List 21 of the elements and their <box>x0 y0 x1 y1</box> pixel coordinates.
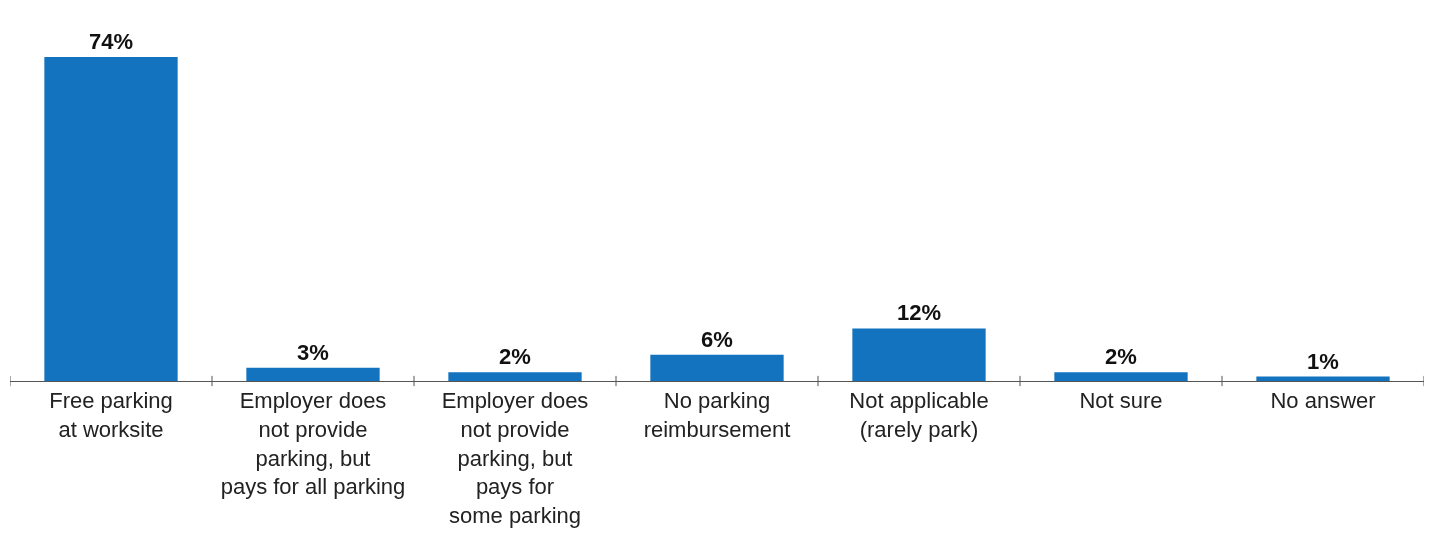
x-tick-label: No parking reimbursement <box>643 388 791 442</box>
data-label: 3% <box>297 339 329 365</box>
data-label: 74% <box>88 29 134 55</box>
bar <box>852 328 986 381</box>
data-label: 2% <box>499 344 531 370</box>
data-label: 1% <box>1307 348 1339 374</box>
bar <box>448 372 582 381</box>
bar <box>44 57 178 381</box>
x-tick-label: Not applicable (rarely park) <box>849 388 989 442</box>
bar <box>246 367 380 381</box>
x-tick-label: No answer <box>1270 388 1376 414</box>
bar <box>1054 372 1188 381</box>
bar <box>650 354 784 381</box>
bar <box>1256 376 1390 381</box>
data-label: 12% <box>896 300 942 326</box>
data-label: 2% <box>1105 344 1137 370</box>
x-tick-label: Not sure <box>1079 388 1163 414</box>
x-tick-label: Employer does not provide parking, but pays for all parking <box>220 388 406 500</box>
x-tick-label: Employer does not provide parking, but pays for some parking <box>441 388 589 528</box>
x-tick-label: Free parking at worksite <box>49 388 173 442</box>
data-label: 6% <box>701 326 733 352</box>
